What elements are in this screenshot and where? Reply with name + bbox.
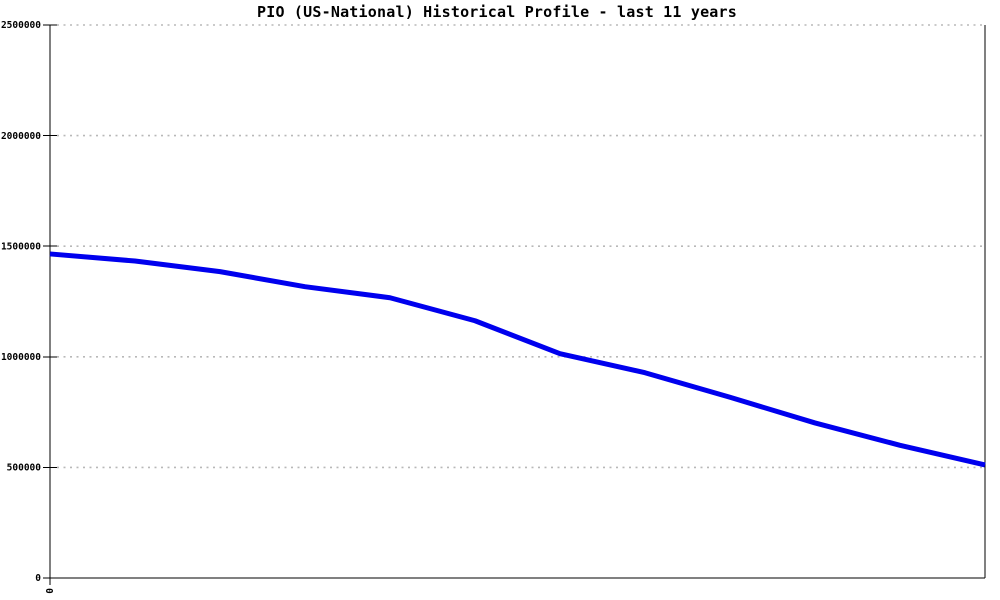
y-tick-label: 0	[35, 573, 41, 584]
y-tick-label: 500000	[7, 463, 42, 474]
data-line	[49, 251, 986, 468]
y-tick-label: 1500000	[1, 241, 41, 252]
y-tick-label: 2000000	[1, 131, 41, 142]
y-tick-label: 1000000	[1, 352, 41, 363]
x-tick-label: 0	[43, 588, 54, 594]
y-tick-label: 2500000	[1, 20, 41, 31]
chart-title: PIO (US-National) Historical Profile - l…	[257, 3, 737, 21]
axes: 0 500000 1000000 1500000 2000000 2500000 0	[1, 20, 986, 594]
